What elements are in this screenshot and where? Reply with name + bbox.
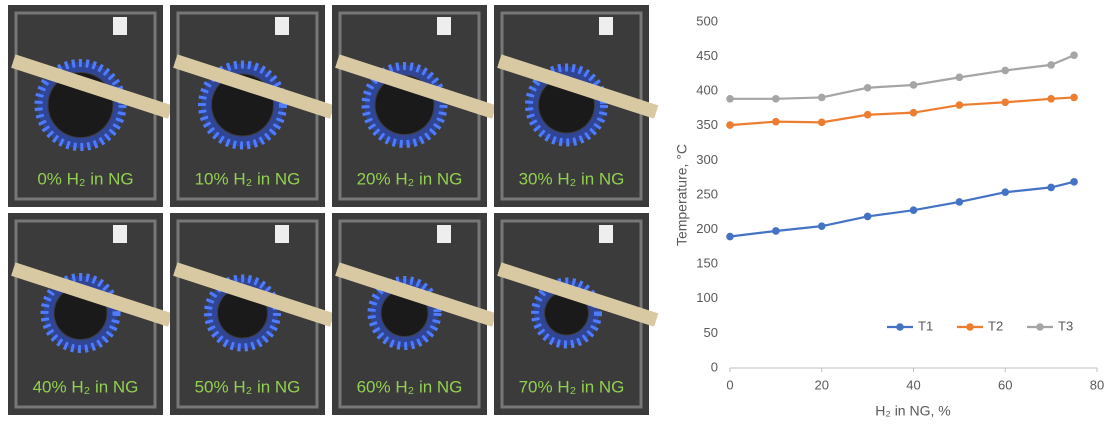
knob bbox=[275, 17, 289, 35]
photo: 30% H₂ in NG bbox=[494, 5, 658, 207]
x-tick-label: 40 bbox=[906, 377, 920, 392]
x-tick-label: 20 bbox=[815, 377, 829, 392]
series-line bbox=[730, 97, 1074, 125]
photo: 60% H₂ in NG bbox=[332, 213, 496, 415]
photo: 40% H₂ in NG bbox=[8, 213, 172, 415]
photo: 10% H₂ in NG bbox=[170, 5, 334, 207]
knob bbox=[113, 17, 127, 35]
x-tick-label: 80 bbox=[1090, 377, 1104, 392]
point bbox=[956, 101, 964, 109]
y-tick-label: 200 bbox=[696, 221, 718, 236]
y-tick-label: 300 bbox=[696, 152, 718, 167]
knob bbox=[275, 225, 289, 243]
photo-caption: 20% H₂ in NG bbox=[357, 169, 463, 188]
point bbox=[910, 109, 918, 117]
y-tick-label: 400 bbox=[696, 83, 718, 98]
photo-caption: 40% H₂ in NG bbox=[33, 377, 139, 396]
photo-caption: 30% H₂ in NG bbox=[519, 169, 625, 188]
series-line bbox=[730, 55, 1074, 99]
point bbox=[1001, 188, 1009, 196]
photo-caption: 10% H₂ in NG bbox=[195, 169, 301, 188]
knob bbox=[599, 225, 613, 243]
y-tick-label: 100 bbox=[696, 290, 718, 305]
point bbox=[726, 121, 734, 129]
point bbox=[1070, 51, 1078, 59]
point bbox=[910, 81, 918, 89]
point bbox=[1047, 61, 1055, 69]
knob bbox=[437, 17, 451, 35]
point bbox=[818, 222, 826, 230]
photo-caption: 50% H₂ in NG bbox=[195, 377, 301, 396]
point bbox=[910, 206, 918, 214]
y-tick-label: 350 bbox=[696, 117, 718, 132]
point bbox=[1001, 98, 1009, 106]
x-tick-label: 0 bbox=[726, 377, 733, 392]
point bbox=[1070, 178, 1078, 186]
photo-caption: 0% H₂ in NG bbox=[37, 169, 133, 188]
y-axis-title: Temperature, °C bbox=[674, 144, 690, 246]
point bbox=[772, 95, 780, 103]
knob bbox=[437, 225, 451, 243]
point bbox=[1001, 67, 1009, 75]
point bbox=[726, 233, 734, 241]
legend-label: T2 bbox=[988, 318, 1003, 333]
point bbox=[772, 227, 780, 235]
legend-marker bbox=[896, 323, 904, 331]
y-tick-label: 0 bbox=[711, 359, 718, 374]
legend-marker bbox=[1036, 323, 1044, 331]
photo: 0% H₂ in NG bbox=[8, 5, 172, 207]
point bbox=[864, 213, 872, 221]
point bbox=[1047, 184, 1055, 192]
y-tick-label: 450 bbox=[696, 48, 718, 63]
x-axis-title: H₂ in NG, % bbox=[875, 403, 950, 419]
point bbox=[1047, 95, 1055, 103]
knob bbox=[599, 17, 613, 35]
y-tick-label: 250 bbox=[696, 186, 718, 201]
point bbox=[818, 119, 826, 127]
y-tick-label: 150 bbox=[696, 256, 718, 271]
y-tick-label: 50 bbox=[704, 325, 718, 340]
point bbox=[1070, 94, 1078, 102]
knob bbox=[113, 225, 127, 243]
figure: Temperature, °C H₂ in NG, % 0% H₂ in NG 1… bbox=[0, 0, 1108, 427]
y-tick-label: 500 bbox=[696, 13, 718, 28]
photo: 50% H₂ in NG bbox=[170, 213, 334, 415]
photo: 20% H₂ in NG bbox=[332, 5, 496, 207]
point bbox=[772, 118, 780, 126]
photo-caption: 70% H₂ in NG bbox=[519, 377, 625, 396]
legend-label: T1 bbox=[918, 318, 933, 333]
point bbox=[864, 84, 872, 92]
point bbox=[956, 198, 964, 206]
photo: 70% H₂ in NG bbox=[494, 213, 658, 415]
x-tick-label: 60 bbox=[998, 377, 1012, 392]
legend-label: T3 bbox=[1058, 318, 1073, 333]
point bbox=[726, 95, 734, 103]
series-line bbox=[730, 182, 1074, 237]
point bbox=[956, 74, 964, 82]
point bbox=[864, 111, 872, 119]
legend-marker bbox=[966, 323, 974, 331]
photo-caption: 60% H₂ in NG bbox=[357, 377, 463, 396]
point bbox=[818, 94, 826, 102]
